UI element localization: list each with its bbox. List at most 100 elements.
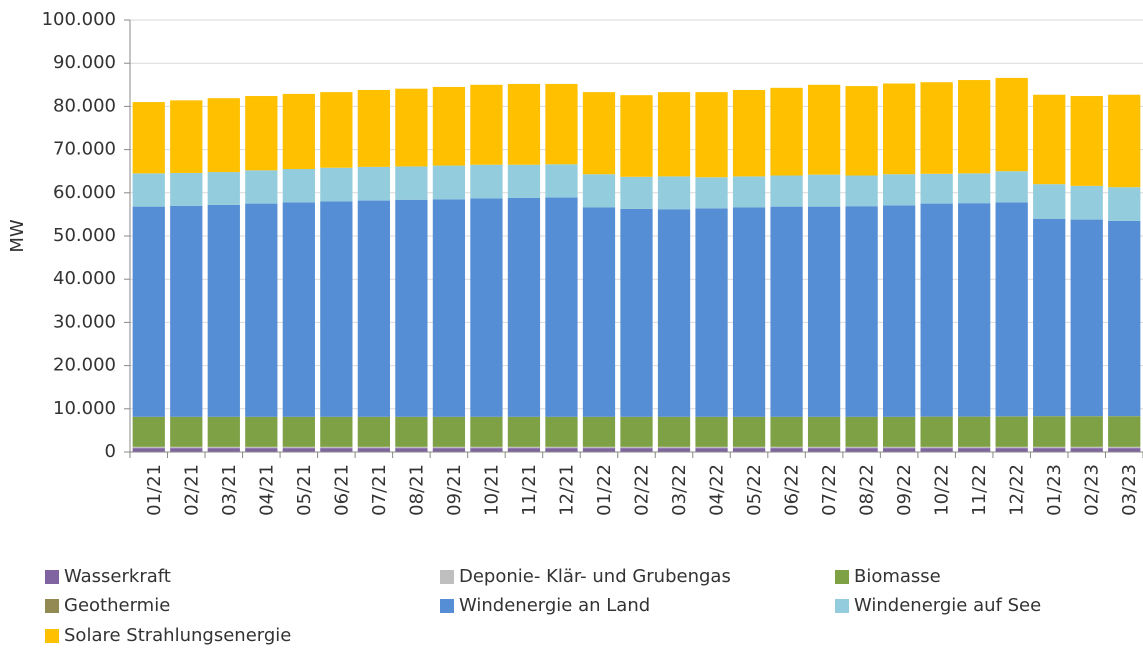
bar-segment bbox=[996, 417, 1028, 447]
bar-segment bbox=[620, 447, 652, 448]
bar-segment bbox=[583, 92, 615, 174]
x-tick-label: 07/21 bbox=[369, 464, 390, 516]
x-tick-label: 02/21 bbox=[181, 464, 202, 516]
bar-segment bbox=[170, 447, 202, 448]
bar-segment bbox=[921, 417, 953, 447]
bar-segment bbox=[921, 204, 953, 417]
bar-segment bbox=[883, 84, 915, 175]
legend-swatch bbox=[45, 599, 59, 613]
bar-segment bbox=[1108, 448, 1140, 452]
bar-segment bbox=[395, 447, 427, 448]
bar-segment bbox=[845, 206, 877, 417]
bar-segment bbox=[358, 167, 390, 201]
bar-segment bbox=[245, 447, 277, 448]
bar-segment bbox=[1108, 416, 1140, 446]
bar-segment bbox=[1071, 96, 1103, 186]
bar-segment bbox=[470, 198, 502, 416]
y-tick-label: 70.000 bbox=[53, 139, 116, 160]
bar-segment bbox=[733, 207, 765, 416]
bar-segment bbox=[245, 417, 277, 447]
x-tick-label: 08/21 bbox=[406, 464, 427, 516]
legend-swatch bbox=[45, 570, 59, 584]
bar-segment bbox=[733, 447, 765, 448]
bar-segment bbox=[658, 447, 690, 448]
x-tick-label: 04/22 bbox=[707, 464, 728, 516]
bar-segment bbox=[245, 96, 277, 170]
bar-segment bbox=[433, 417, 465, 447]
bar-segment bbox=[845, 86, 877, 175]
bar-segment bbox=[208, 417, 240, 447]
bar-segment bbox=[658, 176, 690, 209]
bar-segment bbox=[808, 207, 840, 417]
bar-segment bbox=[770, 448, 802, 452]
bar-segment bbox=[583, 417, 615, 447]
bar-segment bbox=[245, 204, 277, 417]
bar-segment bbox=[808, 448, 840, 452]
bar-segment bbox=[695, 92, 727, 177]
bar-segment bbox=[770, 207, 802, 417]
bar-segment bbox=[470, 85, 502, 165]
bar-segment bbox=[283, 169, 315, 202]
bar-segment bbox=[658, 209, 690, 417]
bar-segment bbox=[320, 92, 352, 168]
bar-segment bbox=[433, 199, 465, 417]
legend-swatch bbox=[440, 599, 454, 613]
legend-swatch bbox=[45, 629, 59, 643]
x-tick-label: 04/21 bbox=[256, 464, 277, 516]
bar-segment bbox=[170, 173, 202, 206]
x-tick-label: 06/21 bbox=[331, 464, 352, 516]
bar-segment bbox=[133, 447, 165, 448]
x-tick-label: 05/21 bbox=[294, 464, 315, 516]
bar-segment bbox=[358, 447, 390, 448]
bar-segment bbox=[1108, 447, 1140, 448]
bar-segment bbox=[1071, 416, 1103, 446]
bar-segment bbox=[508, 198, 540, 417]
bar-segment bbox=[133, 448, 165, 452]
bar-segment bbox=[921, 174, 953, 204]
bar-segment bbox=[545, 84, 577, 164]
bar-segment bbox=[733, 176, 765, 207]
bar-segment bbox=[658, 92, 690, 176]
bar-segment bbox=[508, 417, 540, 447]
bar-segment bbox=[208, 98, 240, 172]
bar-segment bbox=[433, 448, 465, 452]
bar-segment bbox=[733, 448, 765, 452]
bar-segment bbox=[996, 78, 1028, 171]
bar-segment bbox=[358, 417, 390, 447]
bar-segment bbox=[545, 448, 577, 452]
bar-segment bbox=[283, 202, 315, 416]
bar-segment bbox=[695, 417, 727, 447]
x-tick-label: 10/21 bbox=[481, 464, 502, 516]
bar-segment bbox=[658, 448, 690, 452]
bar-segment bbox=[921, 447, 953, 448]
x-tick-label: 10/22 bbox=[932, 464, 953, 516]
bar-segment bbox=[1033, 95, 1065, 184]
bar-segment bbox=[583, 448, 615, 452]
bar-segment bbox=[921, 448, 953, 452]
bar-segment bbox=[170, 100, 202, 173]
bar-segment bbox=[1033, 416, 1065, 446]
bar-segment bbox=[620, 209, 652, 417]
y-tick-label: 20.000 bbox=[53, 355, 116, 376]
bar-segment bbox=[320, 201, 352, 416]
x-tick-label: 02/23 bbox=[1082, 464, 1103, 516]
bar-segment bbox=[395, 89, 427, 167]
bar-segment bbox=[770, 447, 802, 448]
bar-segment bbox=[883, 205, 915, 416]
bar-segment bbox=[620, 177, 652, 209]
bar-segment bbox=[958, 448, 990, 452]
x-tick-label: 03/22 bbox=[669, 464, 690, 516]
y-tick-label: 10.000 bbox=[53, 398, 116, 419]
bar-segment bbox=[808, 447, 840, 448]
bar-segment bbox=[320, 447, 352, 448]
bar-segment bbox=[508, 448, 540, 452]
bar-segment bbox=[470, 417, 502, 447]
bar-segment bbox=[620, 417, 652, 447]
bar-segment bbox=[583, 174, 615, 207]
bar-segment bbox=[1108, 95, 1140, 187]
bar-segment bbox=[996, 171, 1028, 202]
legend-label: Windenergie an Land bbox=[459, 595, 650, 616]
bar-segment bbox=[283, 94, 315, 169]
x-tick-label: 12/22 bbox=[1007, 464, 1028, 516]
